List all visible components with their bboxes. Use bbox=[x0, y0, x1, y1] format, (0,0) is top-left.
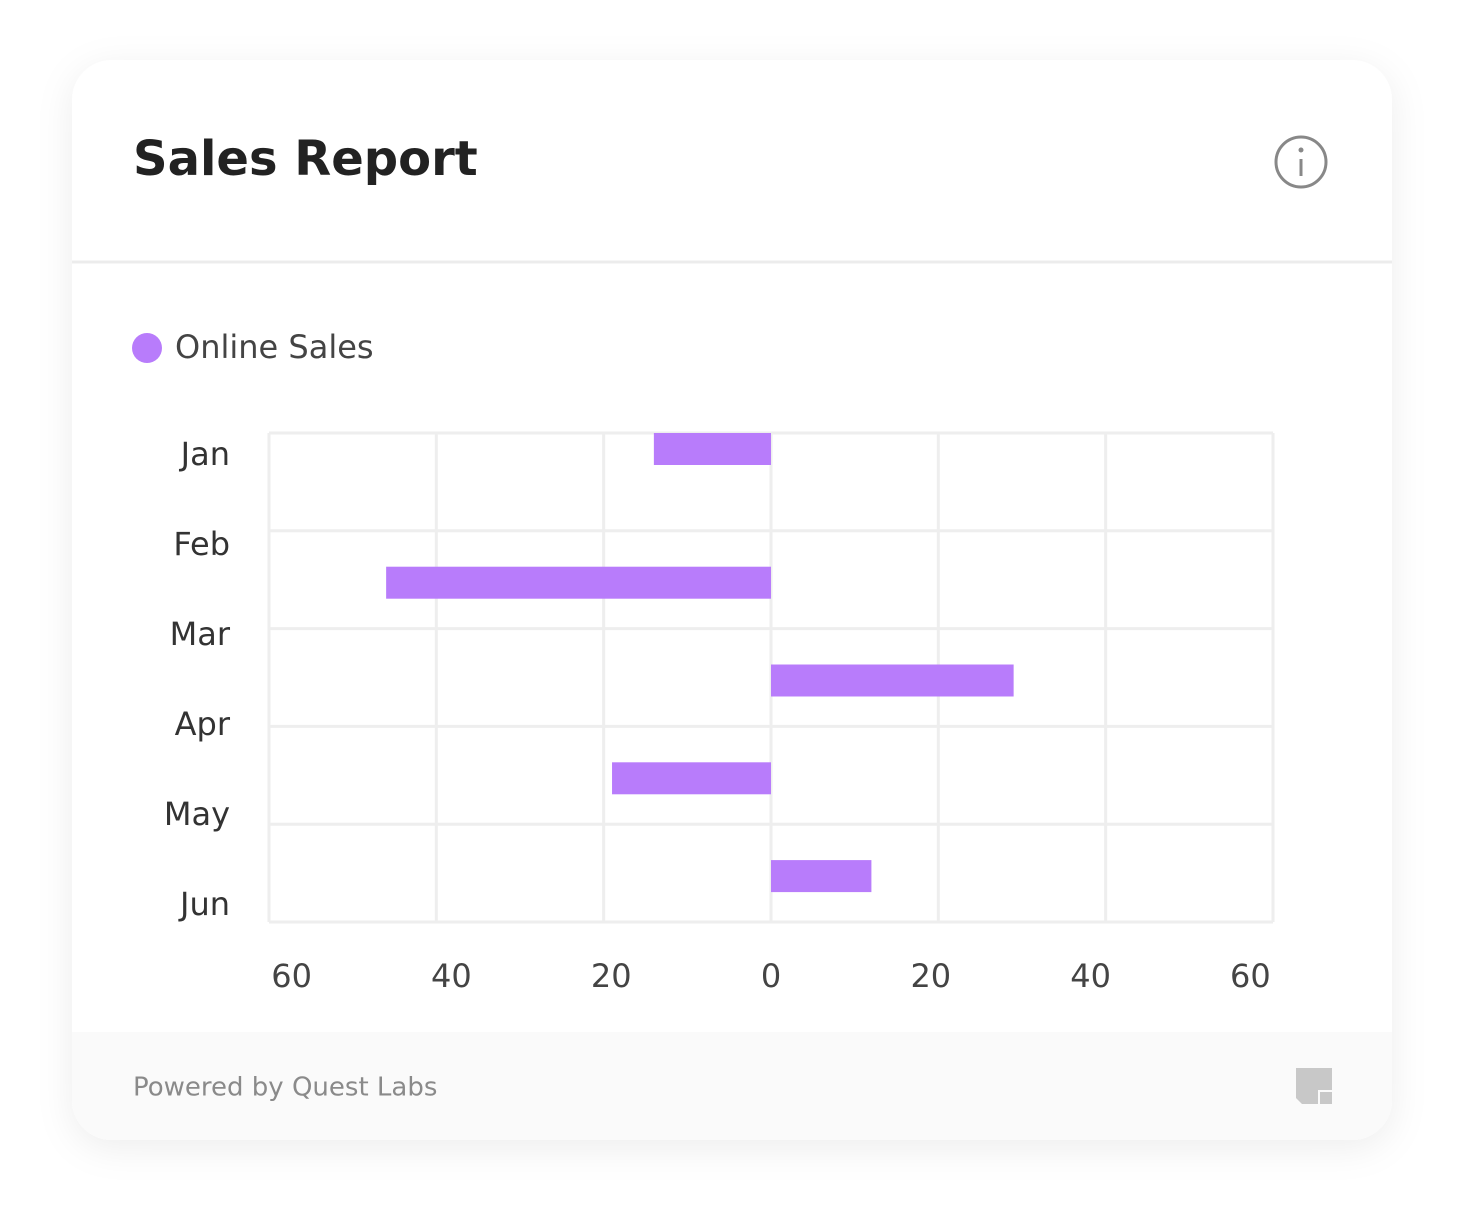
x-tick-label: 20 bbox=[910, 957, 951, 995]
y-tick-label: Apr bbox=[175, 705, 231, 743]
bar bbox=[771, 860, 872, 893]
bar bbox=[386, 566, 771, 599]
footer-bg bbox=[72, 1032, 1392, 1140]
y-tick-label: Mar bbox=[170, 615, 231, 653]
chart: 60 40 20 0 20 40 60 Jan Feb Mar Apr May Jun Online Sa… bbox=[132, 328, 1275, 995]
logo bbox=[1296, 1068, 1332, 1104]
x-tick-label: 40 bbox=[431, 957, 472, 995]
info-icon[interactable] bbox=[1274, 135, 1328, 189]
bar bbox=[612, 762, 771, 795]
title: Sales Report bbox=[133, 131, 478, 187]
y-tick-label: Jun bbox=[178, 885, 230, 923]
card bbox=[72, 60, 1392, 1140]
legend-swatch bbox=[132, 333, 162, 363]
x-tick-label: 20 bbox=[591, 957, 632, 995]
y-tick-label: Jan bbox=[179, 435, 230, 473]
bar bbox=[771, 664, 1014, 697]
x-tick-label: 60 bbox=[271, 957, 312, 995]
x-tick-label: 60 bbox=[1230, 957, 1271, 995]
bar bbox=[653, 433, 771, 465]
legend-label: Online Sales bbox=[175, 328, 374, 366]
footer-text: Powered by Quest Labs bbox=[133, 1073, 437, 1103]
x-tick-label: 40 bbox=[1070, 957, 1111, 995]
x-tick-label: 0 bbox=[761, 957, 781, 995]
y-tick-label: Feb bbox=[173, 525, 230, 563]
y-tick-label: May bbox=[164, 795, 230, 833]
